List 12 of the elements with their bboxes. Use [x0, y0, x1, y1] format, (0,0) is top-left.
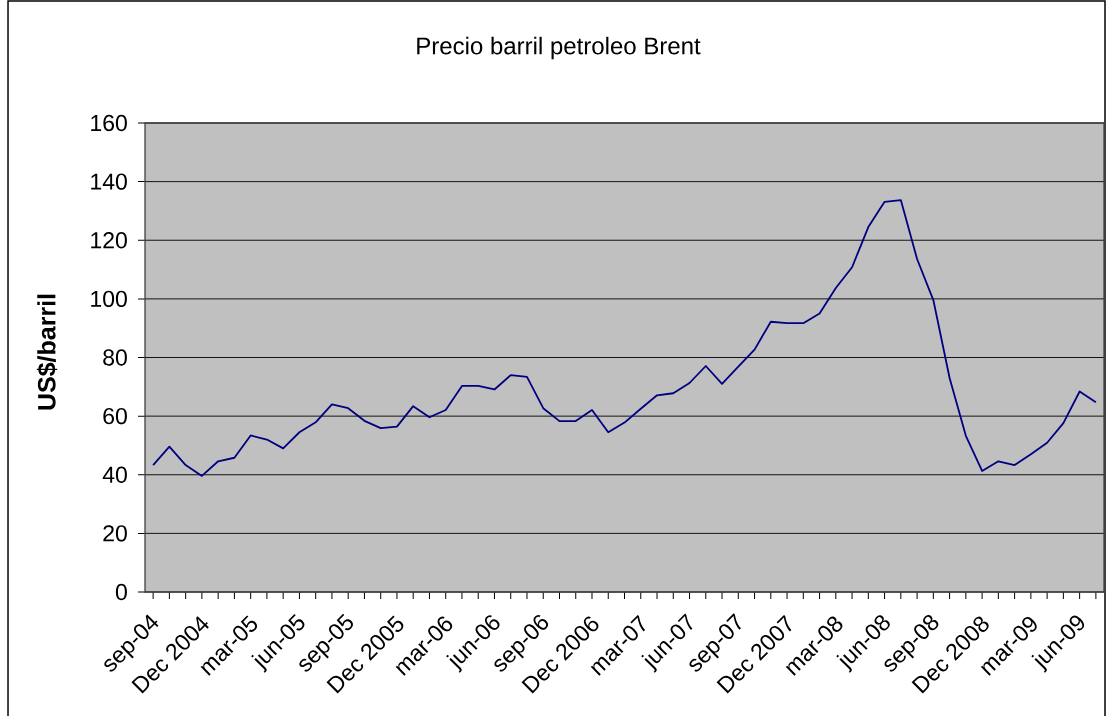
y-tick-label: 120 — [91, 232, 127, 249]
y-tick-label: 60 — [103, 407, 127, 425]
y-tick-label: 20 — [103, 525, 127, 542]
y-tick-label: 0 — [115, 583, 127, 601]
chart-title: Precio barril petroleo Brent — [417, 36, 701, 60]
y-tick-label: 140 — [91, 173, 127, 190]
y-tick-label: 80 — [103, 349, 127, 366]
y-tick-label: 100 — [91, 290, 127, 308]
line-series — [152, 199, 1097, 477]
y-axis-title: US$/barril — [36, 294, 58, 410]
y-tick-label: 40 — [102, 466, 127, 483]
y-tick-label: 160 — [91, 114, 127, 132]
